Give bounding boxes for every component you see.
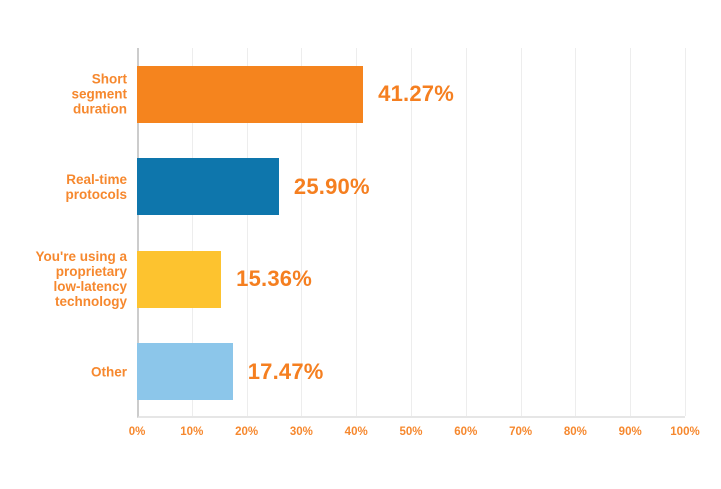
bar-value-label: 41.27% xyxy=(378,81,454,107)
gridline xyxy=(246,48,248,416)
x-tick-label: 30% xyxy=(289,426,313,438)
gridline xyxy=(575,48,577,416)
bar xyxy=(137,65,364,123)
category-label: You're using a proprietary low-latency tech… xyxy=(35,249,127,310)
bar-value-label: 17.47% xyxy=(247,358,324,384)
bar xyxy=(137,250,222,308)
gridline xyxy=(191,48,193,416)
x-tick-label: 50% xyxy=(399,426,423,438)
bar-value-label: 15.36% xyxy=(236,266,312,292)
gridline xyxy=(685,48,686,416)
x-tick-label: 70% xyxy=(509,426,533,438)
category-label: Other xyxy=(90,364,127,380)
x-tick-label: 90% xyxy=(618,426,642,438)
gridline xyxy=(520,48,522,416)
gridline xyxy=(465,48,467,416)
x-tick-label: 100% xyxy=(670,426,700,438)
gridline xyxy=(356,48,358,416)
x-tick-label: 60% xyxy=(454,426,478,438)
x-axis: 0% 10% 20% 30% 40% 50% 60% 70% 80% 90% 100% xyxy=(129,426,700,444)
x-tick-label: 0% xyxy=(128,426,146,438)
gridline xyxy=(630,48,632,416)
bar-value-label: 25.90% xyxy=(293,173,370,199)
category-label: Short segment duration xyxy=(71,71,127,117)
gridline xyxy=(301,48,303,416)
x-tick-label: 10% xyxy=(180,426,204,438)
category-label: Real-time protocols xyxy=(65,171,127,202)
x-tick-label: 80% xyxy=(563,426,587,438)
x-tick-label: 20% xyxy=(235,426,259,438)
gridline xyxy=(411,48,412,416)
bar xyxy=(137,158,279,216)
x-tick-label: 40% xyxy=(344,426,368,438)
bar xyxy=(137,343,233,401)
plot-area xyxy=(137,48,686,418)
